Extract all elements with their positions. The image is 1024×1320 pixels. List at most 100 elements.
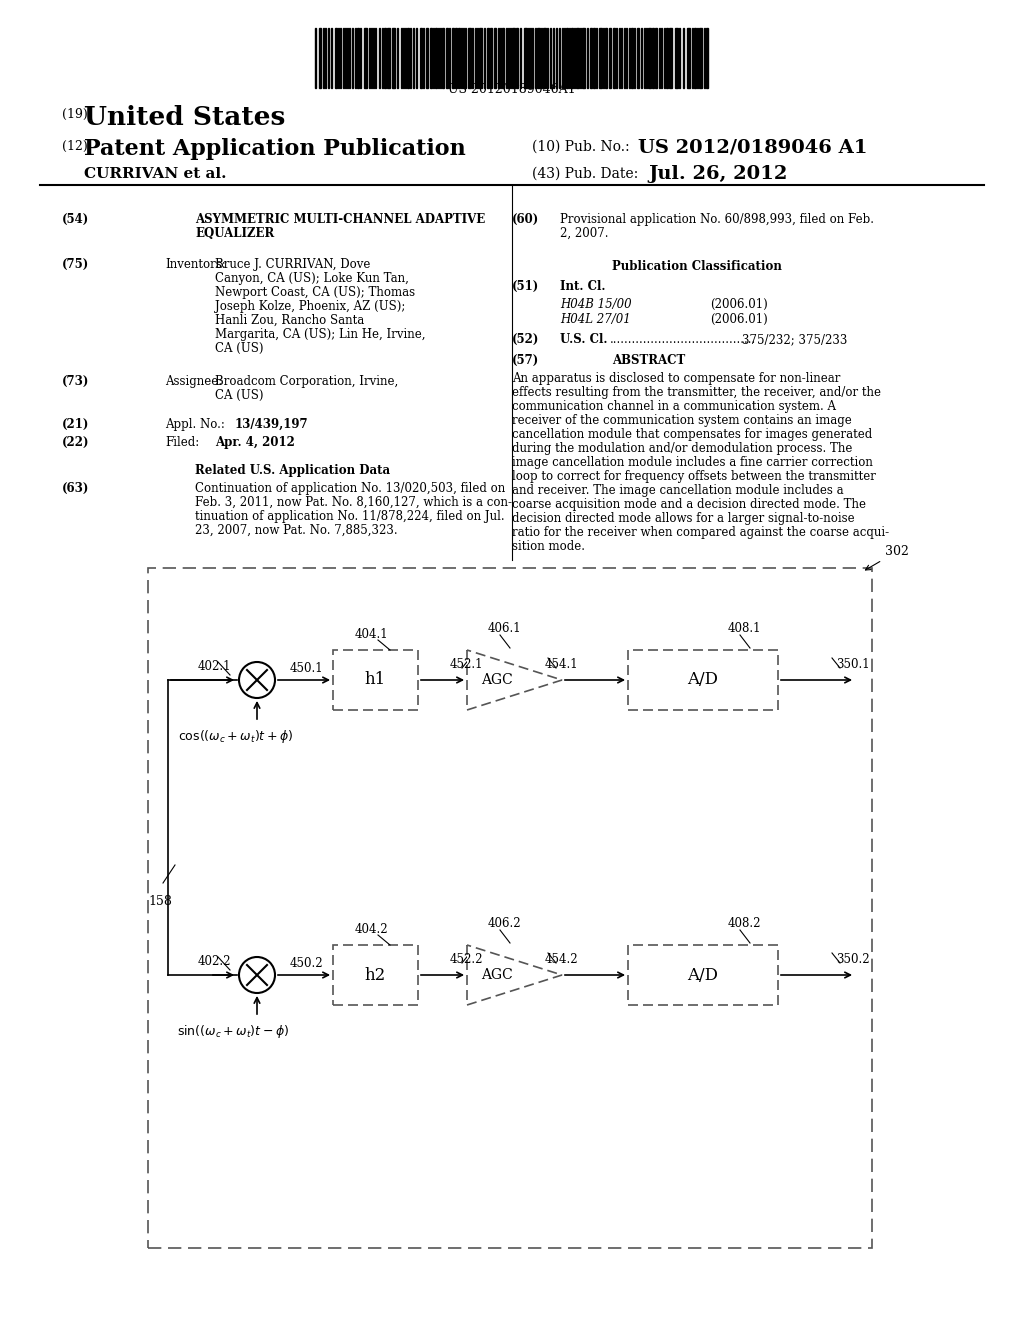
Bar xyxy=(629,28,630,88)
Text: Canyon, CA (US); Loke Kun Tan,: Canyon, CA (US); Loke Kun Tan, xyxy=(215,272,409,285)
Bar xyxy=(512,28,515,88)
Text: H04B 15/00: H04B 15/00 xyxy=(560,298,632,312)
Text: Margarita, CA (US); Lin He, Irvine,: Margarita, CA (US); Lin He, Irvine, xyxy=(215,327,426,341)
Text: Continuation of application No. 13/020,503, filed on: Continuation of application No. 13/020,5… xyxy=(195,482,505,495)
Text: 408.2: 408.2 xyxy=(728,917,762,931)
Text: Hanli Zou, Rancho Santa: Hanli Zou, Rancho Santa xyxy=(215,314,365,327)
Text: $\sin((\omega_c + \omega_t)t - \phi)$: $\sin((\omega_c + \omega_t)t - \phi)$ xyxy=(177,1023,289,1040)
Bar xyxy=(568,28,570,88)
Text: Filed:: Filed: xyxy=(165,436,200,449)
Text: 402.2: 402.2 xyxy=(198,954,231,968)
Text: Assignee:: Assignee: xyxy=(165,375,222,388)
Text: U.S. Cl.: U.S. Cl. xyxy=(560,333,607,346)
Text: during the modulation and/or demodulation process. The: during the modulation and/or demodulatio… xyxy=(512,442,852,455)
Text: 454.2: 454.2 xyxy=(545,953,579,966)
Bar xyxy=(631,28,633,88)
Text: (2006.01): (2006.01) xyxy=(710,298,768,312)
Bar xyxy=(628,945,778,1005)
Text: 375/232; 375/233: 375/232; 375/233 xyxy=(742,333,848,346)
Bar xyxy=(613,28,614,88)
Text: 302: 302 xyxy=(865,545,909,570)
Text: 452.1: 452.1 xyxy=(450,657,483,671)
Bar xyxy=(468,28,470,88)
Text: (54): (54) xyxy=(62,213,89,226)
Text: sition mode.: sition mode. xyxy=(512,540,585,553)
Text: CURRIVAN et al.: CURRIVAN et al. xyxy=(84,168,226,181)
Text: loop to correct for frequency offsets between the transmitter: loop to correct for frequency offsets be… xyxy=(512,470,876,483)
Text: An apparatus is disclosed to compensate for non-linear: An apparatus is disclosed to compensate … xyxy=(512,372,841,385)
Bar xyxy=(637,28,639,88)
Text: Patent Application Publication: Patent Application Publication xyxy=(84,139,466,160)
Bar xyxy=(483,28,485,88)
Text: CA (US): CA (US) xyxy=(215,389,263,403)
Bar xyxy=(429,28,431,88)
Bar xyxy=(494,28,496,88)
Bar xyxy=(531,28,534,88)
Bar xyxy=(523,28,526,88)
Bar xyxy=(396,28,398,88)
Text: tinuation of application No. 11/878,224, filed on Jul.: tinuation of application No. 11/878,224,… xyxy=(195,510,505,523)
Text: EQUALIZER: EQUALIZER xyxy=(195,227,274,240)
Text: AGC: AGC xyxy=(481,673,513,686)
Text: .......................................: ....................................... xyxy=(610,333,757,346)
Text: (2006.01): (2006.01) xyxy=(710,313,768,326)
Bar xyxy=(455,28,457,88)
Text: H04L 27/01: H04L 27/01 xyxy=(560,313,631,326)
Text: Appl. No.:: Appl. No.: xyxy=(165,418,225,432)
Bar xyxy=(426,28,427,88)
Bar xyxy=(693,28,695,88)
Bar xyxy=(328,28,329,88)
Text: h2: h2 xyxy=(365,966,386,983)
Bar xyxy=(516,28,517,88)
Text: (73): (73) xyxy=(62,375,89,388)
Text: Feb. 3, 2011, now Pat. No. 8,160,127, which is a con-: Feb. 3, 2011, now Pat. No. 8,160,127, wh… xyxy=(195,496,512,510)
Bar xyxy=(148,568,872,1247)
Bar xyxy=(571,28,572,88)
Bar xyxy=(666,28,668,88)
Bar xyxy=(699,28,702,88)
Text: A/D: A/D xyxy=(687,672,719,689)
Text: Broadcom Corporation, Irvine,: Broadcom Corporation, Irvine, xyxy=(215,375,398,388)
Text: A/D: A/D xyxy=(687,966,719,983)
Text: Jul. 26, 2012: Jul. 26, 2012 xyxy=(648,165,787,183)
Text: effects resulting from the transmitter, the receiver, and/or the: effects resulting from the transmitter, … xyxy=(512,385,881,399)
Bar xyxy=(555,28,557,88)
Bar xyxy=(575,28,579,88)
Text: and receiver. The image cancellation module includes a: and receiver. The image cancellation mod… xyxy=(512,484,844,498)
Bar xyxy=(543,28,546,88)
Text: (43) Pub. Date:: (43) Pub. Date: xyxy=(532,168,638,181)
Bar xyxy=(675,28,678,88)
Bar xyxy=(566,28,567,88)
Text: (75): (75) xyxy=(62,257,89,271)
Text: (22): (22) xyxy=(62,436,89,449)
Bar xyxy=(442,28,444,88)
Text: Publication Classification: Publication Classification xyxy=(612,260,782,273)
Text: ASYMMETRIC MULTI-CHANNEL ADAPTIVE: ASYMMETRIC MULTI-CHANNEL ADAPTIVE xyxy=(195,213,485,226)
Text: (21): (21) xyxy=(62,418,89,432)
Text: 350.2: 350.2 xyxy=(836,953,869,966)
Text: 402.1: 402.1 xyxy=(198,660,231,673)
Text: United States: United States xyxy=(84,106,286,129)
Bar xyxy=(434,28,436,88)
Text: (12): (12) xyxy=(62,140,88,153)
Bar xyxy=(344,28,346,88)
Bar xyxy=(386,28,389,88)
Text: AGC: AGC xyxy=(481,968,513,982)
Text: 452.2: 452.2 xyxy=(450,953,483,966)
Bar xyxy=(490,28,492,88)
Bar xyxy=(407,28,409,88)
Text: (10) Pub. No.:: (10) Pub. No.: xyxy=(532,140,630,154)
Text: Inventors:: Inventors: xyxy=(165,257,225,271)
Text: Newport Coast, CA (US); Thomas: Newport Coast, CA (US); Thomas xyxy=(215,286,415,300)
Text: 454.1: 454.1 xyxy=(545,657,579,671)
Bar xyxy=(502,28,504,88)
Bar xyxy=(573,28,575,88)
Bar xyxy=(315,28,709,88)
Text: (60): (60) xyxy=(512,213,540,226)
Bar xyxy=(626,28,627,88)
Text: (19): (19) xyxy=(62,108,88,121)
Bar xyxy=(537,28,540,88)
Bar xyxy=(354,28,356,88)
Text: Apr. 4, 2012: Apr. 4, 2012 xyxy=(215,436,295,449)
Bar xyxy=(582,28,585,88)
